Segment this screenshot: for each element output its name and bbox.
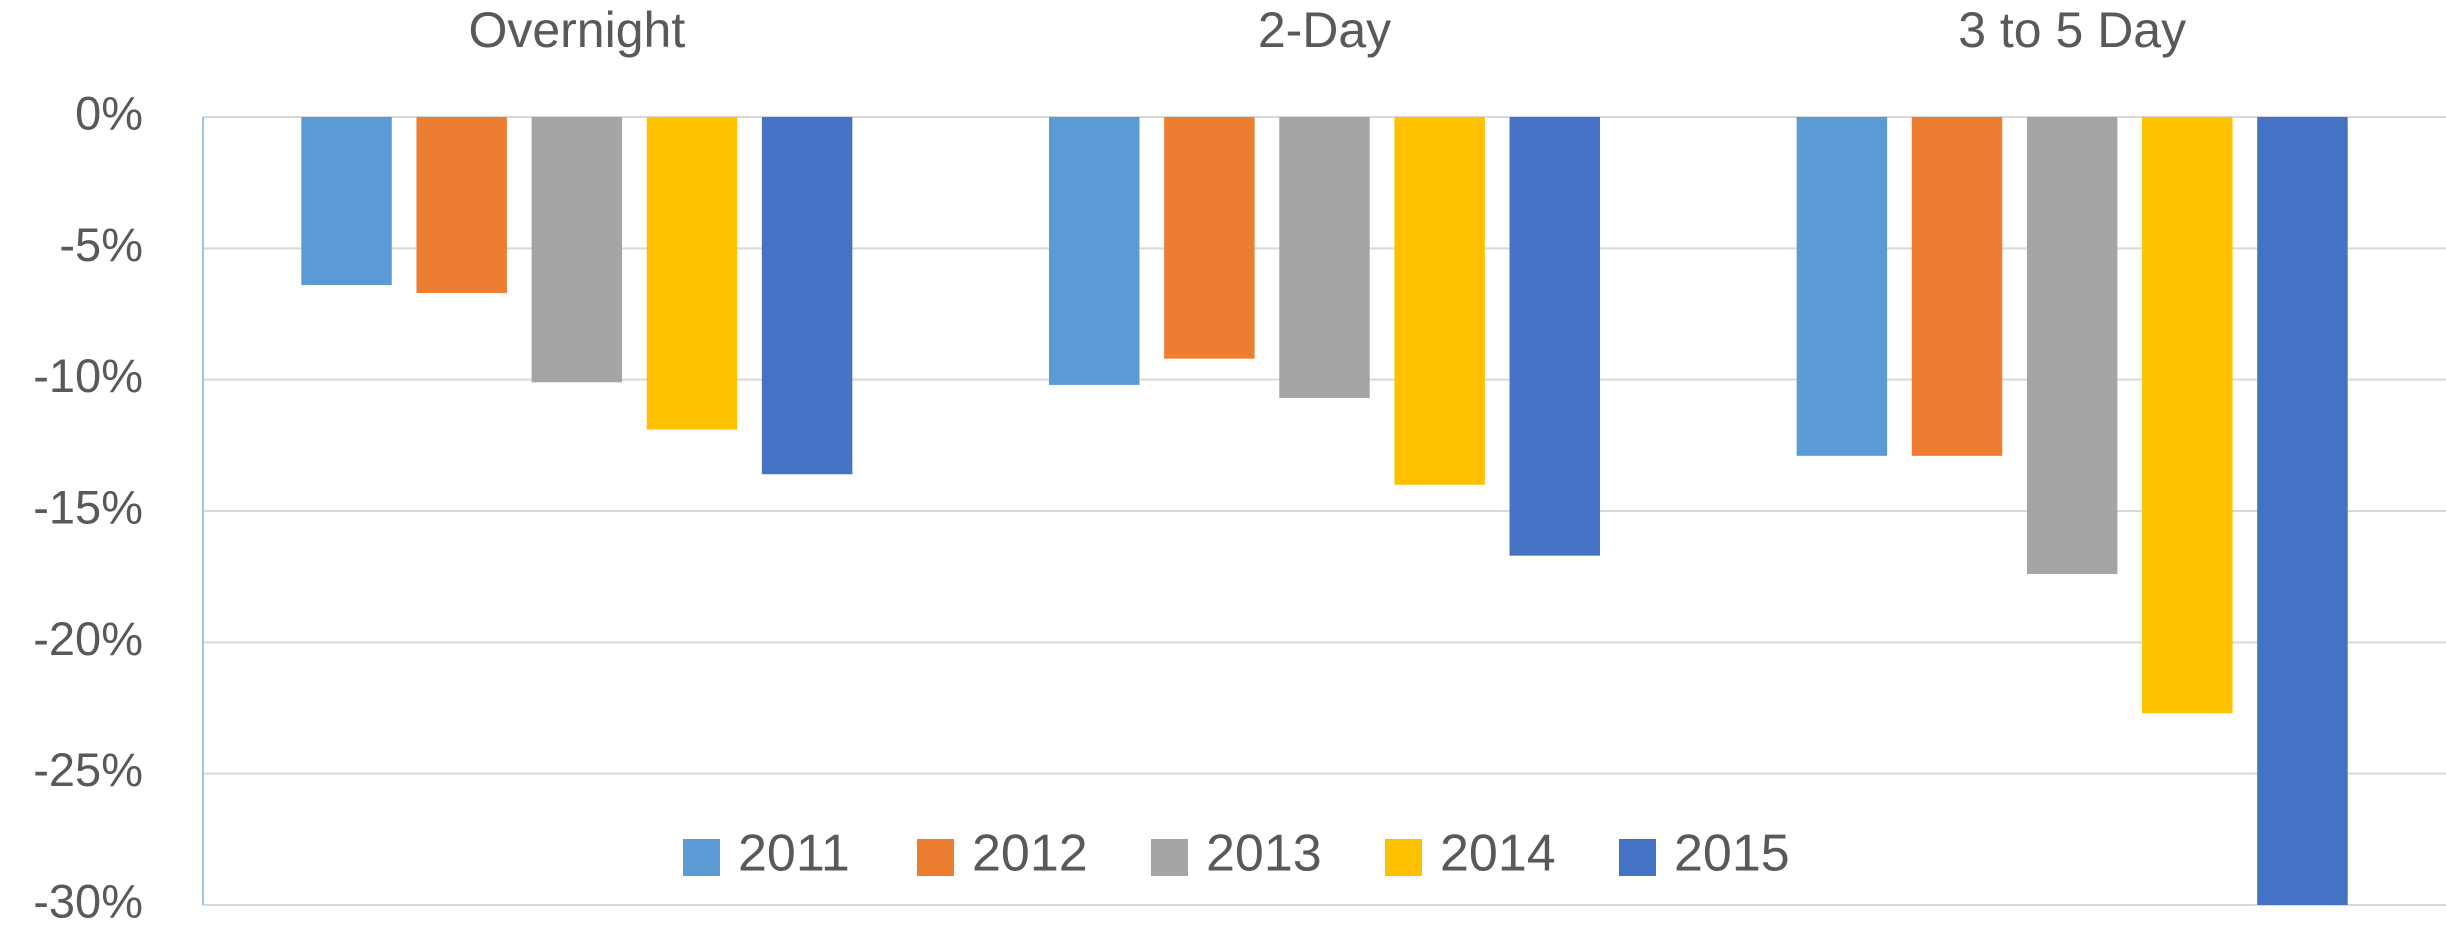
legend-swatch [683,839,720,876]
bar [1279,117,1370,399]
category-label: 2-Day [1258,2,1391,58]
category-label: Overnight [468,2,685,58]
legend-swatch [1385,839,1422,876]
bar [1164,117,1255,359]
y-tick-label: -15% [33,480,143,533]
legend-label: 2012 [972,825,1088,883]
y-tick-label: -30% [33,874,143,927]
bar [1796,117,1888,456]
y-tick-label: -20% [33,612,143,665]
bar [1394,117,1485,485]
y-tick-label: -5% [59,218,143,271]
legend-label: 2011 [738,825,850,883]
legend-swatch [1151,839,1188,876]
bar [2257,117,2348,905]
legend-label: 2015 [1674,825,1790,883]
bar [531,117,623,383]
legend-swatch [1619,839,1656,876]
bar [646,117,738,430]
bar [761,117,853,475]
bar [1048,117,1140,385]
legend-label: 2013 [1206,825,1322,883]
y-tick-label: -10% [33,349,143,402]
legend-swatch [917,839,954,876]
y-tick-label: -25% [33,743,143,796]
bar [2142,117,2233,714]
bar [301,117,392,286]
legend-label: 2014 [1440,825,1556,883]
bar [1911,117,2003,456]
y-tick-label: 0% [75,86,143,139]
bar [416,117,507,293]
bar [1509,117,1601,556]
category-label: 3 to 5 Day [1958,2,2186,58]
bar [2026,117,2118,575]
